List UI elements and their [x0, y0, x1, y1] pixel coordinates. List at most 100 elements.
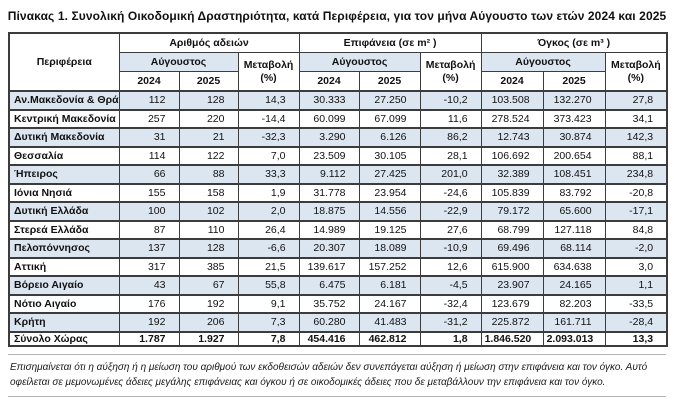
permits-2025-cell: 385: [178, 256, 239, 277]
surface-change-cell: 28,1: [419, 145, 482, 166]
region-cell: Θεσσαλία: [8, 145, 120, 166]
table-row: Αν.Μακεδονία & Θράκη 112 128 14,3 30.333…: [8, 90, 668, 111]
table-row: Βόρειο Αιγαίο 43 67 55,8 6.475 6.181 -4,…: [8, 275, 668, 296]
table-row: Ήπειρος 66 88 33,3 9.112 27.425 201,0 32…: [8, 164, 668, 185]
permits-change-cell: -32,3: [237, 127, 300, 148]
header-year-2024-volume: 2024: [480, 71, 544, 92]
permits-2025-cell: 192: [178, 293, 239, 314]
surface-2025-cell: 6.126: [358, 127, 421, 148]
surface-2025-cell: 18.089: [358, 238, 421, 259]
surface-2025-cell: 6.181: [358, 275, 421, 296]
volume-2025-cell: 82.203: [542, 293, 606, 314]
volume-2024-cell: 68.799: [480, 219, 544, 240]
volume-2024-cell: 12.743: [480, 127, 544, 148]
permits-2024-cell: 66: [118, 164, 180, 185]
surface-change-cell: -31,2: [419, 312, 482, 333]
permits-change-cell: 26,4: [237, 219, 300, 240]
surface-2025-cell: 14.556: [358, 201, 421, 222]
table-row: Αττική 317 385 21,5 139.617 157.252 12,6…: [8, 256, 668, 277]
volume-2024-cell: 69.496: [480, 238, 544, 259]
header-month-permits: Αύγουστος: [118, 52, 239, 72]
permits-2025-cell: 122: [178, 145, 239, 166]
surface-2024-cell: 60.099: [298, 108, 360, 129]
volume-change-cell: -28,4: [604, 312, 668, 333]
permits-2025-cell: 67: [178, 275, 239, 296]
volume-2024-cell: 106.692: [480, 145, 544, 166]
table-row: Κρήτη 192 206 7,3 60.280 41.483 -31,2 22…: [8, 312, 668, 333]
volume-change-cell: 27,8: [604, 90, 668, 111]
volume-2025-cell: 108.451: [542, 164, 606, 185]
total-cell: 7,8: [237, 331, 300, 346]
volume-2025-cell: 127.118: [542, 219, 606, 240]
region-cell: Αν.Μακεδονία & Θράκη: [8, 90, 120, 111]
table-row: Δυτική Μακεδονία 31 21 -32,3 3.290 6.126…: [8, 127, 668, 148]
permits-2025-cell: 102: [178, 201, 239, 222]
volume-2024-cell: 23.907: [480, 275, 544, 296]
footnote: Επισημαίνεται ότι η αύξηση ή η μείωση το…: [8, 353, 666, 397]
header-row-years: 2024 2025 2024 2025 2024 2025: [9, 71, 667, 92]
surface-2024-cell: 31.778: [298, 182, 360, 203]
permits-2024-cell: 31: [118, 127, 180, 148]
region-cell: Νότιο Αιγαίο: [8, 293, 120, 314]
header-group-surface: Επιφάνεια (σε m² ): [298, 32, 482, 53]
permits-2025-cell: 128: [178, 90, 239, 111]
permits-2024-cell: 317: [118, 256, 180, 277]
volume-change-cell: 142,3: [604, 127, 668, 148]
volume-2025-cell: 161.711: [542, 312, 606, 333]
table-row: Θεσσαλία 114 122 7,0 23.509 30.105 28,1 …: [8, 145, 668, 166]
header-group-volume: Όγκος (σε m³ ): [480, 32, 668, 53]
header-change-volume: Μεταβολή (%): [604, 52, 668, 92]
volume-2025-cell: 83.792: [542, 182, 606, 203]
permits-change-cell: 21,5: [237, 256, 300, 277]
permits-change-cell: 2,0: [237, 201, 300, 222]
header-change-surface: Μεταβολή (%): [419, 52, 482, 92]
total-region-cell: Σύνολο Χώρας: [8, 331, 120, 346]
volume-2025-cell: 24.165: [542, 275, 606, 296]
volume-2024-cell: 225.872: [480, 312, 544, 333]
table-row: Κεντρική Μακεδονία 257 220 -14,4 60.099 …: [8, 108, 668, 129]
surface-2024-cell: 139.617: [298, 256, 360, 277]
table-header: Περιφέρεια Αριθμός αδειών Επιφάνεια (σε …: [8, 32, 668, 92]
total-cell: 454.416: [298, 331, 360, 346]
region-cell: Βόρειο Αιγαίο: [8, 275, 120, 296]
table-row: Πελοπόννησος 137 128 -6,6 20.307 18.089 …: [8, 238, 668, 259]
volume-2024-cell: 32.389: [480, 164, 544, 185]
permits-2024-cell: 112: [118, 90, 180, 111]
region-cell: Αττική: [8, 256, 120, 277]
header-month-surface: Αύγουστος: [298, 52, 421, 72]
surface-2025-cell: 41.483: [358, 312, 421, 333]
volume-2024-cell: 278.524: [480, 108, 544, 129]
surface-change-cell: 12,6: [419, 256, 482, 277]
volume-change-cell: -20,8: [604, 182, 668, 203]
permits-2024-cell: 137: [118, 238, 180, 259]
table-footer: Σύνολο Χώρας 1.787 1.927 7,8 454.416 462…: [8, 331, 668, 346]
total-cell: 2.093.013: [542, 331, 606, 346]
table-row: Δυτική Ελλάδα 100 102 2,0 18.875 14.556 …: [8, 201, 668, 222]
total-cell: 13,3: [604, 331, 668, 346]
permits-2025-cell: 21: [178, 127, 239, 148]
permits-2024-cell: 192: [118, 312, 180, 333]
volume-change-cell: 3,0: [604, 256, 668, 277]
total-cell: 1,8: [419, 331, 482, 346]
surface-change-cell: 201,0: [419, 164, 482, 185]
header-region: Περιφέρεια: [8, 32, 120, 92]
permits-change-cell: 14,3: [237, 90, 300, 111]
surface-2025-cell: 27.250: [358, 90, 421, 111]
volume-2024-cell: 105.839: [480, 182, 544, 203]
volume-change-cell: 84,8: [604, 219, 668, 240]
surface-2024-cell: 6.475: [298, 275, 360, 296]
permits-2024-cell: 100: [118, 201, 180, 222]
permits-2024-cell: 257: [118, 108, 180, 129]
table-row: Νότιο Αιγαίο 176 192 9,1 35.752 24.167 -…: [8, 293, 668, 314]
volume-2025-cell: 132.270: [542, 90, 606, 111]
permits-2024-cell: 43: [118, 275, 180, 296]
volume-change-cell: -17,1: [604, 201, 668, 222]
volume-2025-cell: 65.600: [542, 201, 606, 222]
permits-2024-cell: 114: [118, 145, 180, 166]
total-cell: 1.846.520: [480, 331, 544, 346]
surface-change-cell: 11,6: [419, 108, 482, 129]
surface-2024-cell: 18.875: [298, 201, 360, 222]
permits-change-cell: 1,9: [237, 182, 300, 203]
surface-change-cell: -22,9: [419, 201, 482, 222]
